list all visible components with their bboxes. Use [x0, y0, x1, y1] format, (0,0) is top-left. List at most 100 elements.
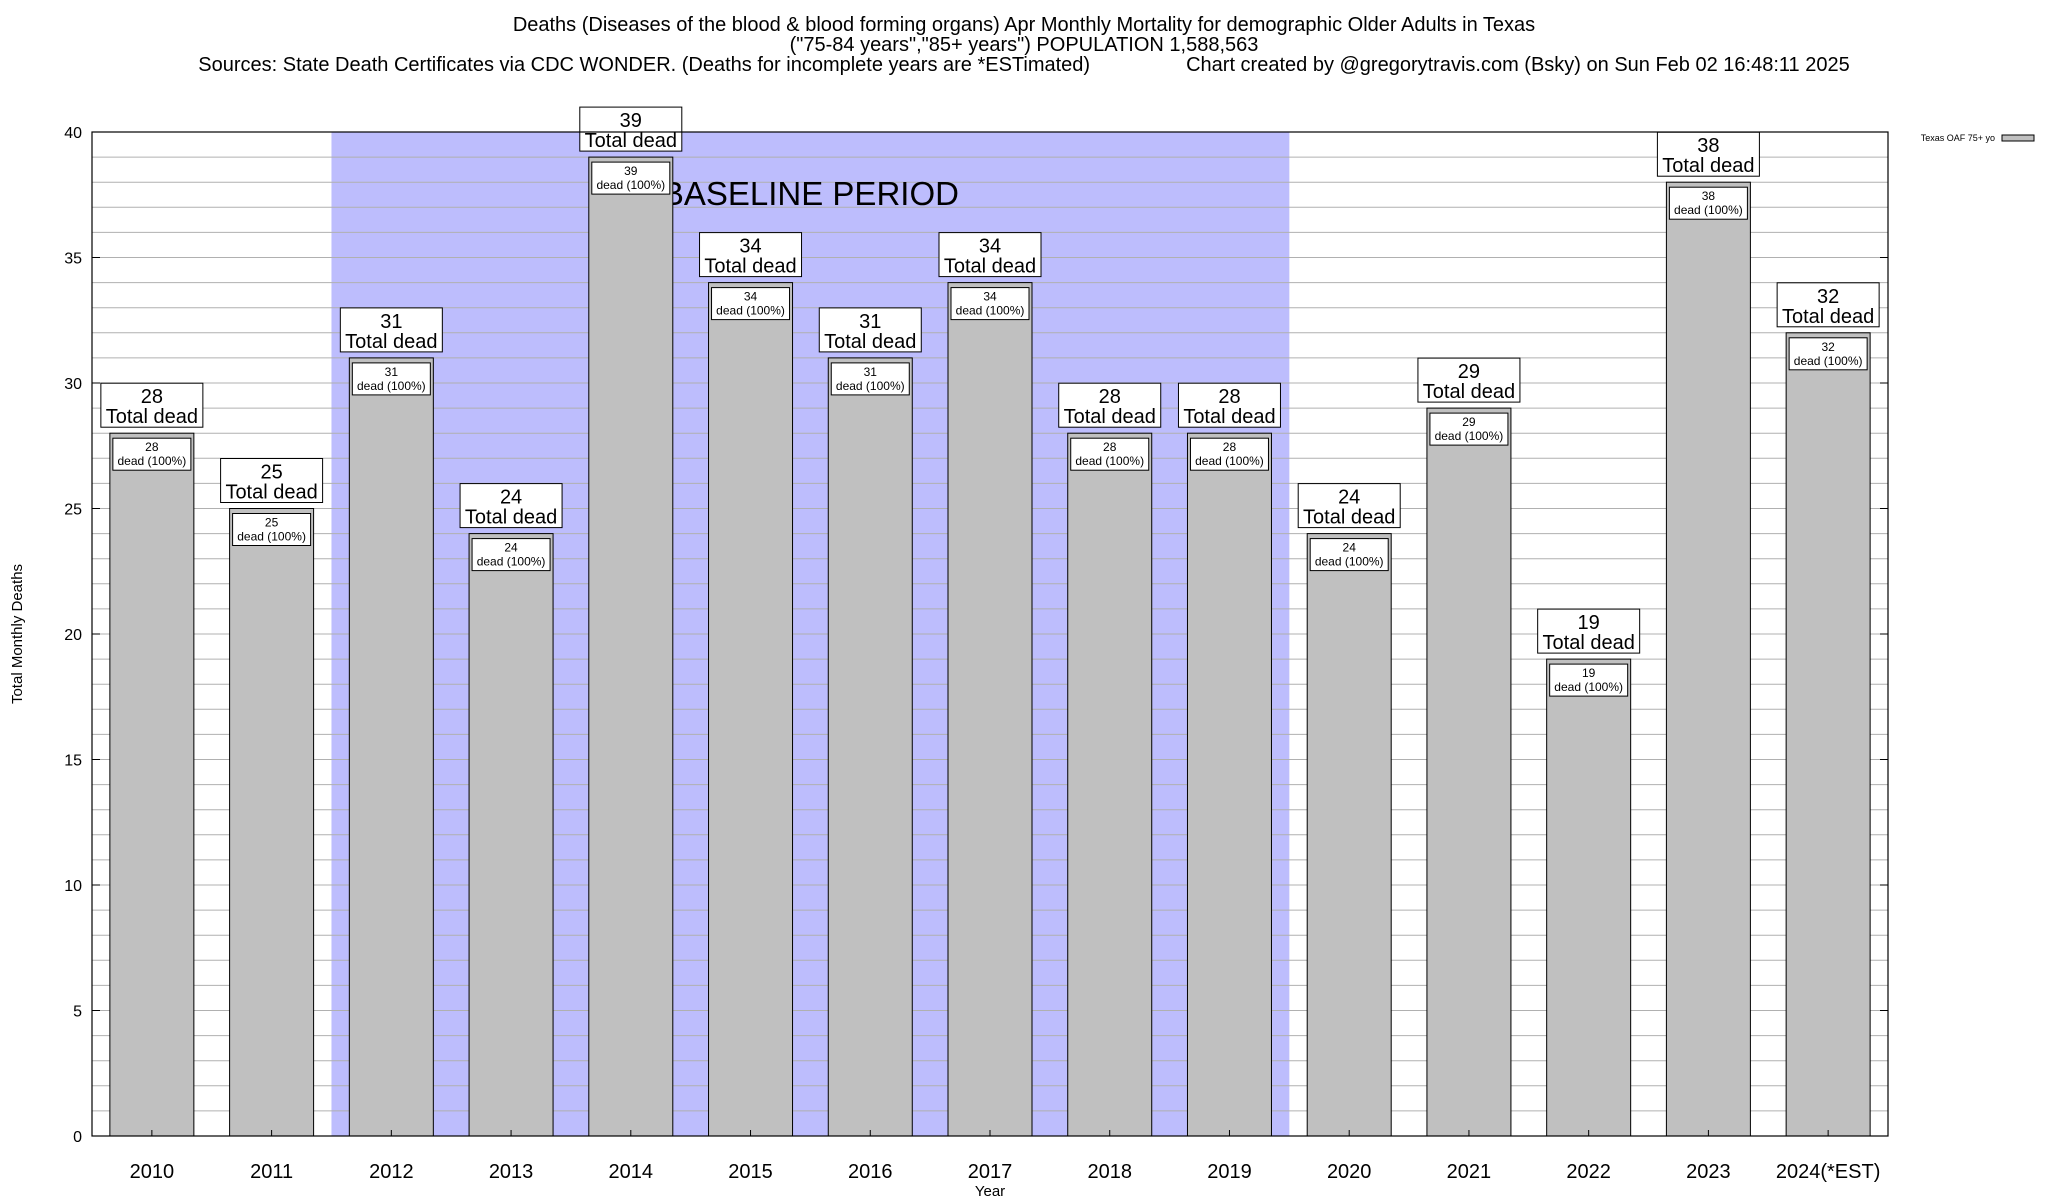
x-tick-label: 2022: [1566, 1161, 1611, 1183]
baseline-period-label: BASELINE PERIOD: [662, 175, 959, 212]
total-label-box: [1297, 483, 1401, 529]
total-label-text: Total dead: [345, 331, 437, 353]
total-label-text: Total dead: [1423, 381, 1515, 403]
inner-label-value: 24: [504, 541, 518, 555]
inner-label-text: dead (100%): [836, 379, 905, 393]
x-tick-label: 2016: [848, 1161, 893, 1183]
total-label-value: 24: [1338, 487, 1360, 509]
x-tick-label: 2018: [1087, 1161, 1132, 1183]
inner-label-box: [112, 437, 192, 471]
inner-label-box: [1549, 663, 1629, 697]
chart-sources-credit: Sources: State Death Certificates via CD…: [0, 54, 2048, 76]
y-axis-title: Total Monthly Deaths: [9, 564, 26, 704]
bar: [229, 508, 315, 1137]
chart-credit: Chart created by @gregorytravis.com (Bsk…: [1186, 54, 1850, 76]
total-label-value: 19: [1578, 612, 1600, 634]
inner-label-text: dead (100%): [477, 555, 546, 569]
inner-label-box: [471, 538, 551, 572]
inner-label-text: dead (100%): [1554, 680, 1623, 694]
total-label-value: 28: [141, 386, 163, 408]
total-label-box: [1776, 282, 1880, 328]
y-tick-label: 15: [64, 753, 82, 770]
inner-label-box: [1309, 538, 1389, 572]
total-label-text: Total dead: [704, 256, 796, 278]
y-tick-label: 20: [64, 627, 82, 644]
y-tick-label: 35: [64, 251, 82, 268]
inner-label-value: 19: [1582, 666, 1596, 680]
inner-label-text: dead (100%): [1315, 555, 1384, 569]
plot-border: [91, 131, 1889, 1137]
inner-label-box: [1668, 186, 1748, 220]
total-label-value: 24: [500, 487, 522, 509]
total-label-box: [220, 458, 324, 503]
legend-label: Texas OAF 75+ yo: [1921, 133, 1995, 143]
bar: [1426, 407, 1512, 1137]
total-label-box: [1177, 382, 1281, 428]
x-tick-label: 2015: [728, 1161, 773, 1183]
inner-label-value: 29: [1462, 415, 1476, 429]
inner-label-box: [351, 362, 431, 396]
y-tick-label: 40: [64, 125, 82, 142]
inner-label-value: 32: [1821, 340, 1835, 354]
inner-label-value: 31: [385, 365, 399, 379]
bar: [109, 432, 195, 1137]
inner-label-value: 28: [1223, 440, 1237, 454]
bar: [1306, 533, 1392, 1137]
x-tick-label: 2020: [1327, 1161, 1372, 1183]
total-label-text: Total dead: [585, 130, 677, 152]
x-tick-label: 2012: [369, 1161, 414, 1183]
bar: [1785, 332, 1871, 1137]
total-label-box: [100, 382, 204, 428]
bar: [947, 282, 1033, 1137]
inner-label-box: [1189, 437, 1269, 471]
x-tick-label: 2021: [1447, 1161, 1492, 1183]
bar: [827, 357, 913, 1137]
chart-subtitle: ("75-84 years","85+ years") POPULATION 1…: [789, 34, 1259, 56]
total-label-value: 29: [1458, 361, 1480, 383]
inner-label-text: dead (100%): [1435, 429, 1504, 443]
total-label-text: Total dead: [1662, 155, 1754, 177]
inner-label-value: 39: [624, 164, 638, 178]
total-label-box: [1537, 608, 1641, 654]
inner-label-text: dead (100%): [118, 454, 187, 468]
inner-label-box: [950, 287, 1030, 321]
x-tick-label: 2010: [130, 1161, 175, 1183]
total-label-value: 28: [1218, 386, 1240, 408]
inner-label-text: dead (100%): [716, 304, 785, 318]
bar: [348, 357, 434, 1137]
total-label-value: 25: [260, 462, 282, 484]
chart-title: Deaths (Diseases of the blood & blood fo…: [512, 14, 1536, 36]
bar: [468, 533, 554, 1137]
inner-label-box: [591, 161, 671, 195]
y-tick-label: 10: [64, 878, 82, 895]
total-label-value: 34: [979, 236, 1001, 258]
total-label-text: Total dead: [1183, 406, 1275, 428]
total-label-value: 28: [1099, 386, 1121, 408]
inner-label-box: [1429, 412, 1509, 446]
y-tick-label: 5: [73, 1004, 82, 1021]
inner-label-box: [830, 362, 910, 396]
total-label-box: [818, 307, 922, 353]
total-label-text: Total dead: [824, 331, 916, 353]
inner-label-text: dead (100%): [1075, 454, 1144, 468]
total-label-text: Total dead: [944, 256, 1036, 278]
inner-label-value: 34: [983, 290, 997, 304]
inner-label-box: [1070, 437, 1150, 471]
chart-sources: Sources: State Death Certificates via CD…: [198, 54, 1091, 76]
y-tick-label: 25: [64, 502, 82, 519]
x-tick-label: 2019: [1207, 1161, 1252, 1183]
total-label-box: [1417, 357, 1521, 403]
inner-label-value: 34: [744, 290, 758, 304]
bar: [1665, 181, 1751, 1137]
bar: [1067, 432, 1153, 1137]
total-label-value: 32: [1817, 286, 1839, 308]
y-tick-label: 30: [64, 376, 82, 393]
x-tick-label: 2014: [609, 1161, 654, 1183]
total-label-text: Total dead: [1064, 406, 1156, 428]
x-tick-label: 2017: [968, 1161, 1013, 1183]
bar: [1546, 658, 1632, 1137]
inner-label-text: dead (100%): [1794, 354, 1863, 368]
y-tick-label: 0: [73, 1129, 82, 1146]
legend-swatch: [2001, 134, 2035, 142]
inner-label-text: dead (100%): [1195, 454, 1264, 468]
